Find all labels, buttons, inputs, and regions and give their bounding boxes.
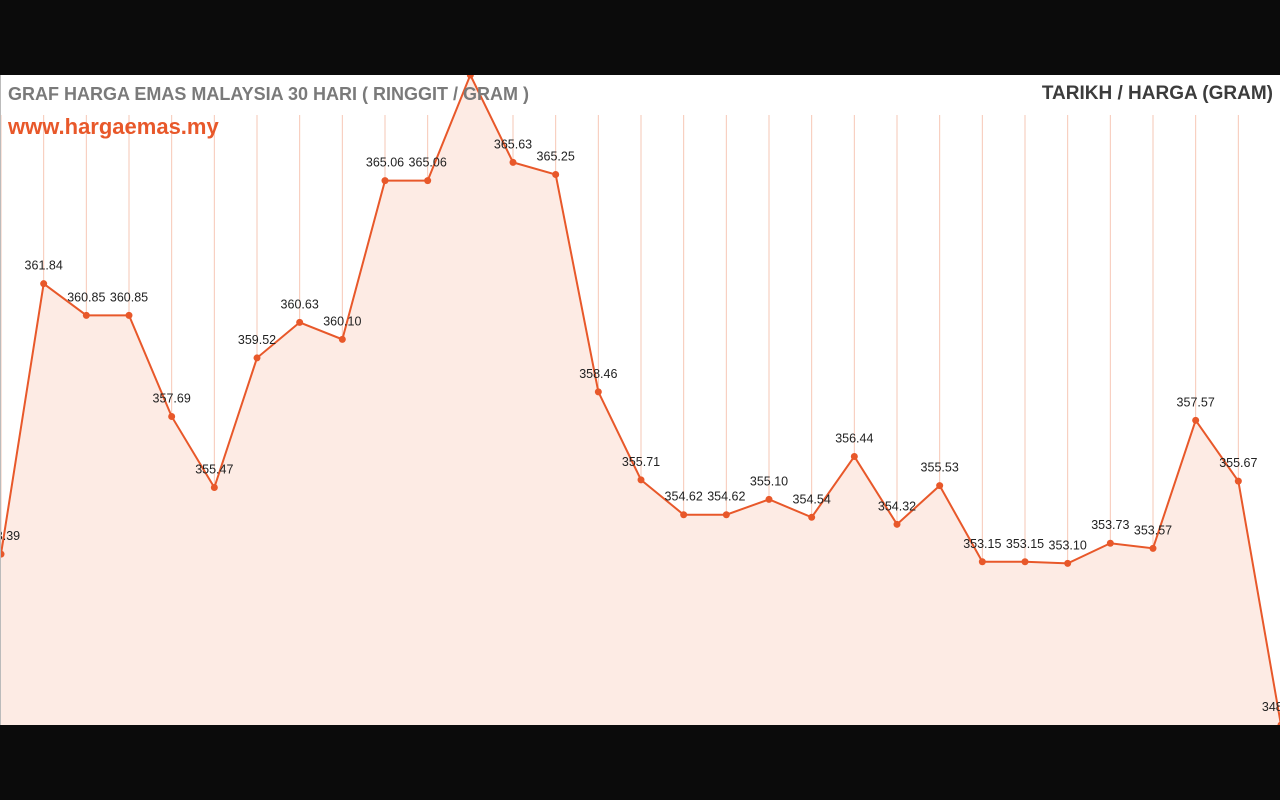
value-label: 355.10 (750, 474, 788, 488)
value-label: 355.67 (1219, 456, 1257, 470)
value-label: 356.44 (835, 431, 873, 445)
point (765, 495, 773, 503)
value-label: 361.84 (25, 259, 63, 273)
value-label: 360.85 (67, 290, 105, 304)
value-label: 348.05 (1262, 700, 1280, 714)
chart-title: GRAF HARGA EMAS MALAYSIA 30 HARI ( RINGG… (8, 84, 530, 104)
point (850, 452, 858, 460)
value-label: 353.10 (1049, 538, 1087, 552)
point (1021, 558, 1029, 566)
chart-panel: 10-0511-0512-0513-0514-0515-0516-0517-05… (0, 75, 1280, 725)
axis-label: TARIKH / HARGA (GRAM) (1041, 83, 1273, 104)
point (40, 280, 48, 288)
point (978, 558, 986, 566)
value-label: 359.52 (238, 333, 276, 347)
chart: 10-0511-0512-0513-0514-0515-0516-0517-05… (1, 75, 1280, 725)
point (637, 476, 645, 484)
point (296, 318, 304, 326)
value-label: 353.15 (1006, 537, 1044, 551)
value-label: 365.25 (537, 150, 575, 164)
point (125, 311, 133, 319)
value-label: 360.85 (110, 290, 148, 304)
value-label: 353.15 (963, 537, 1001, 551)
area (1, 75, 1280, 725)
value-label: 365.63 (494, 137, 532, 151)
value-label: 354.54 (793, 492, 831, 506)
point (1064, 559, 1072, 567)
value-label: 354.62 (665, 490, 703, 504)
value-label: 353.57 (1134, 523, 1172, 537)
point (722, 511, 730, 519)
point (1149, 544, 1157, 552)
value-label: 357.69 (153, 391, 191, 405)
point (680, 511, 688, 519)
value-label: 354.62 (707, 490, 745, 504)
point (82, 311, 90, 319)
point (509, 158, 517, 166)
point (253, 354, 261, 362)
value-label: 360.10 (323, 314, 361, 328)
value-label: 355.53 (921, 461, 959, 475)
point (168, 412, 176, 420)
point (1234, 477, 1242, 485)
value-label: 358.46 (579, 367, 617, 381)
point (936, 482, 944, 490)
point (893, 520, 901, 528)
value-label: 360.63 (281, 297, 319, 311)
value-label: 355.47 (195, 463, 233, 477)
value-label: 353.39 (1, 529, 20, 543)
point (381, 177, 389, 185)
point (1106, 539, 1114, 547)
point (210, 484, 218, 492)
point (808, 513, 816, 521)
point (552, 171, 560, 179)
point (1, 550, 5, 558)
value-label: 355.71 (622, 455, 660, 469)
value-label: 365.06 (409, 156, 447, 170)
value-label: 365.06 (366, 156, 404, 170)
point (594, 388, 602, 396)
point (466, 75, 474, 79)
site-link[interactable]: www.hargaemas.my (8, 114, 219, 139)
point (1192, 416, 1200, 424)
value-label: 354.32 (878, 499, 916, 513)
point (1277, 721, 1280, 725)
point (338, 335, 346, 343)
point (424, 177, 432, 185)
value-label: 357.57 (1177, 395, 1215, 409)
value-label: 353.73 (1091, 518, 1129, 532)
